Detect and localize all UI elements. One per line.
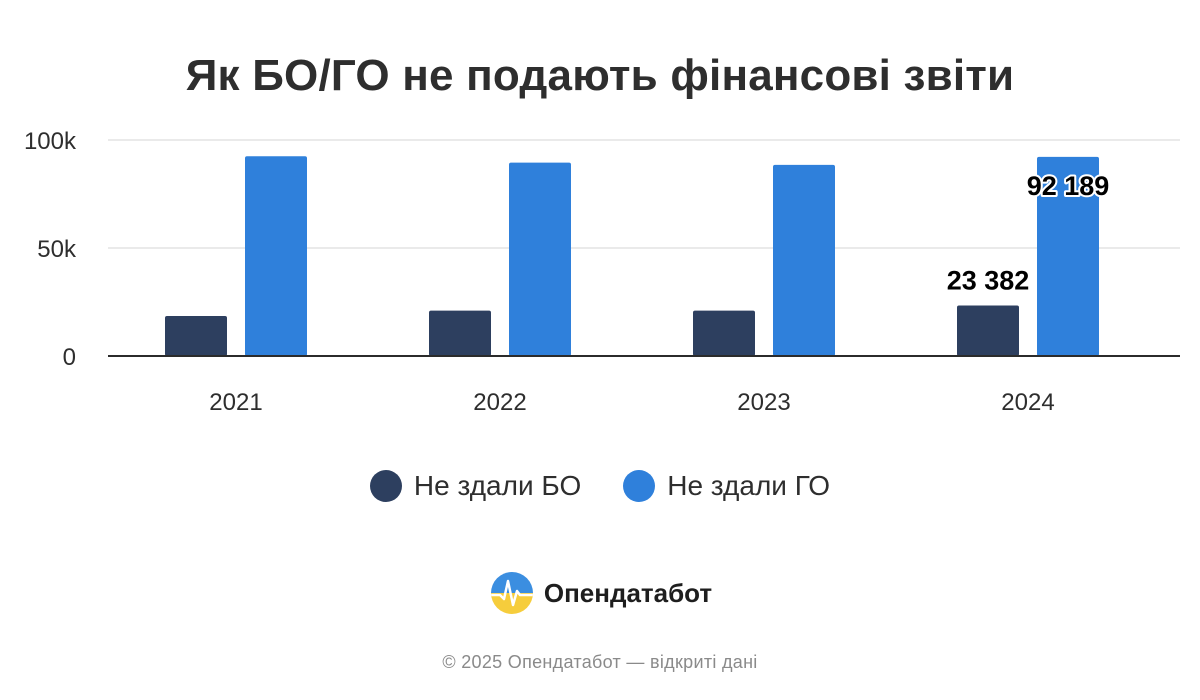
- legend-item-bo[interactable]: Не здали БО: [369, 470, 582, 502]
- bar-go-2023: [773, 164, 835, 356]
- y-tick-label: 100k: [24, 128, 77, 155]
- brand-block: Опендатабот: [0, 569, 1200, 617]
- bar-chart: 0 50k 100k 2021 2022 2023 2024 23 382 92 189: [24, 128, 1180, 416]
- y-tick-label: 0: [63, 344, 76, 371]
- legend-label-bo: Не здали БО: [413, 470, 582, 501]
- chart-legend: Не здали БО Не здали ГО: [0, 470, 1200, 502]
- bar-bo-2023: [693, 310, 755, 356]
- x-tick-label: 2021: [209, 389, 262, 416]
- bar-go-2021: [245, 156, 307, 356]
- bar-bo-2021: [165, 316, 227, 356]
- x-tick-label: 2023: [737, 389, 790, 416]
- x-tick-label: 2024: [1001, 389, 1054, 416]
- bar-go-2022: [509, 162, 571, 356]
- chart-title: Як БО/ГО не подають фінансові звіти: [185, 51, 1015, 100]
- opendatabot-logo-icon: [490, 572, 533, 614]
- x-tick-label: 2022: [473, 389, 526, 416]
- legend-swatch-bo: [369, 470, 402, 502]
- bar-go-2024: [1037, 156, 1099, 356]
- legend-swatch-go: [623, 470, 656, 502]
- brand-name: Опендатабот: [543, 577, 713, 608]
- bar-bo-2022: [429, 310, 491, 356]
- footer-copyright: © 2025 Опендатабот — відкриті дані: [442, 652, 758, 672]
- y-tick-label: 50k: [37, 236, 77, 263]
- legend-item-go[interactable]: Не здали ГО: [623, 470, 830, 502]
- bar-bo-2024: [957, 305, 1019, 356]
- legend-label-go: Не здали ГО: [667, 470, 831, 501]
- data-label: 23 382: [947, 265, 1030, 295]
- data-label: 92 189: [1027, 171, 1110, 201]
